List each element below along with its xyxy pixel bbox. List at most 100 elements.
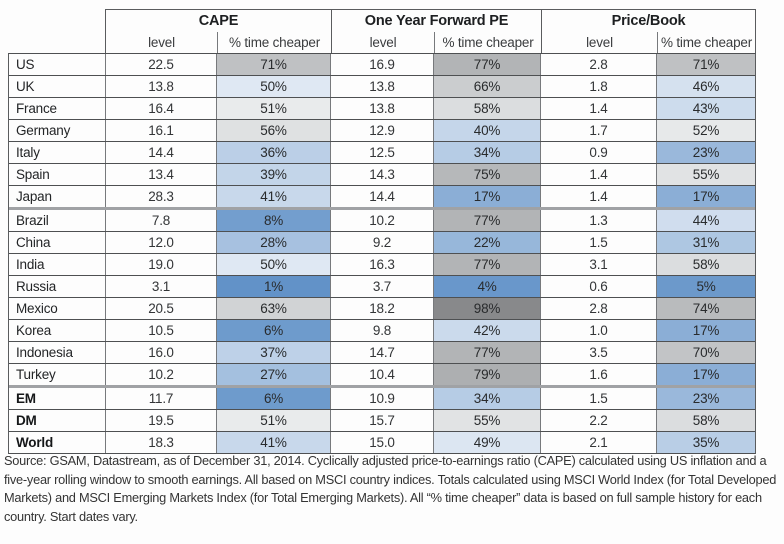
fwd-level-cell: 9.2 <box>330 232 433 253</box>
cape-level-cell: 11.7 <box>105 388 216 409</box>
table-row: Japan 28.3 41% 14.4 17% 1.4 17% <box>9 186 755 210</box>
fwd-pct-cell: 98% <box>433 298 540 319</box>
pb-level-cell: 2.2 <box>540 410 656 431</box>
country-cell: Germany <box>16 123 71 138</box>
cape-pct-cell: 63% <box>216 298 330 319</box>
country-cell: DM <box>16 413 37 428</box>
cape-pct-cell: 51% <box>216 410 330 431</box>
country-cell: Japan <box>16 189 52 204</box>
cape-level-cell: 20.5 <box>105 298 216 319</box>
fwd-pct-cell: 75% <box>433 164 540 185</box>
cape-pct-cell: 50% <box>216 254 330 275</box>
table-row: US 22.5 71% 16.9 77% 2.8 71% <box>9 54 755 76</box>
fwd-pct-cell: 77% <box>433 254 540 275</box>
country-cell: Spain <box>16 167 50 182</box>
fwd-pct-cell: 79% <box>433 364 540 385</box>
cape-pct-cell: 41% <box>216 186 330 207</box>
pb-pct-cell: 44% <box>656 210 755 231</box>
fwd-level-cell: 10.2 <box>330 210 433 231</box>
source-note: Source: GSAM, Datastream, as of December… <box>4 453 777 524</box>
pb-pct-cell: 31% <box>656 232 755 253</box>
fwd-pct-cell: 66% <box>433 76 540 97</box>
cape-pct-cell: 39% <box>216 164 330 185</box>
table-row: India 19.0 50% 16.3 77% 3.1 58% <box>9 254 755 276</box>
fwd-pct-cell: 77% <box>433 54 540 75</box>
table-row: DM 19.5 51% 15.7 55% 2.2 58% <box>9 410 755 432</box>
valuation-table: CAPE One Year Forward PE Price/Book leve… <box>8 9 756 454</box>
pb-level-cell: 2.8 <box>540 54 656 75</box>
country-cell: UK <box>16 79 35 94</box>
fwd-level-cell: 10.9 <box>330 388 433 409</box>
pb-level-cell: 2.8 <box>540 298 656 319</box>
country-cell: India <box>16 257 45 272</box>
country-cell: France <box>16 101 57 116</box>
fwd-level-cell: 13.8 <box>330 98 433 119</box>
column-group-cape: CAPE <box>198 13 239 29</box>
country-cell: US <box>16 57 35 72</box>
fwd-level-cell: 9.8 <box>330 320 433 341</box>
table-header: CAPE One Year Forward PE Price/Book leve… <box>105 9 756 53</box>
cape-level-cell: 19.0 <box>105 254 216 275</box>
fwd-pct-cell: 34% <box>433 142 540 163</box>
pb-pct-cell: 46% <box>656 76 755 97</box>
country-cell: Brazil <box>16 213 49 228</box>
pb-level-cell: 3.1 <box>540 254 656 275</box>
cape-pct-cell: 36% <box>216 142 330 163</box>
table-row: Indonesia 16.0 37% 14.7 77% 3.5 70% <box>9 342 755 364</box>
pb-level-cell: 2.1 <box>540 432 656 453</box>
fwd-level-cell: 15.7 <box>330 410 433 431</box>
pb-level-cell: 1.4 <box>540 186 656 207</box>
pb-level-cell: 1.8 <box>540 76 656 97</box>
pb-pct-cell: 17% <box>656 320 755 341</box>
pb-pct-cell: 17% <box>656 186 755 207</box>
subheader-fwd-level: level <box>331 32 434 53</box>
table-row: Brazil 7.8 8% 10.2 77% 1.3 44% <box>9 210 755 232</box>
pb-level-cell: 3.5 <box>540 342 656 363</box>
country-cell: Korea <box>16 323 52 338</box>
pb-pct-cell: 52% <box>656 120 755 141</box>
pb-pct-cell: 70% <box>656 342 755 363</box>
cape-pct-cell: 1% <box>216 276 330 297</box>
subheader-pb-level: level <box>541 32 657 53</box>
pb-level-cell: 1.4 <box>540 98 656 119</box>
fwd-pct-cell: 77% <box>433 210 540 231</box>
country-cell: Indonesia <box>16 345 73 360</box>
pb-level-cell: 1.3 <box>540 210 656 231</box>
pb-pct-cell: 71% <box>656 54 755 75</box>
pb-level-cell: 1.0 <box>540 320 656 341</box>
table-row: UK 13.8 50% 13.8 66% 1.8 46% <box>9 76 755 98</box>
country-cell: China <box>16 235 51 250</box>
pb-pct-cell: 23% <box>656 388 755 409</box>
table-row: Russia 3.1 1% 3.7 4% 0.6 5% <box>9 276 755 298</box>
cape-level-cell: 16.0 <box>105 342 216 363</box>
pb-pct-cell: 58% <box>656 410 755 431</box>
pb-level-cell: 0.9 <box>540 142 656 163</box>
cape-pct-cell: 56% <box>216 120 330 141</box>
country-cell: Mexico <box>16 301 58 316</box>
pb-level-cell: 1.6 <box>540 364 656 385</box>
fwd-level-cell: 14.4 <box>330 186 433 207</box>
table-row: EM 11.7 6% 10.9 34% 1.5 23% <box>9 388 755 410</box>
fwd-pct-cell: 77% <box>433 342 540 363</box>
table-row: Korea 10.5 6% 9.8 42% 1.0 17% <box>9 320 755 342</box>
subheader-row: level % time cheaper level % time cheape… <box>106 32 755 53</box>
table-row: Spain 13.4 39% 14.3 75% 1.4 55% <box>9 164 755 186</box>
cape-level-cell: 3.1 <box>105 276 216 297</box>
country-cell: Russia <box>16 279 57 294</box>
fwd-pct-cell: 22% <box>433 232 540 253</box>
fwd-level-cell: 12.5 <box>330 142 433 163</box>
country-cell: World <box>16 435 53 450</box>
fwd-level-cell: 10.4 <box>330 364 433 385</box>
cape-pct-cell: 50% <box>216 76 330 97</box>
table-body: US 22.5 71% 16.9 77% 2.8 71% UK 13.8 50%… <box>8 53 756 454</box>
pb-level-cell: 1.4 <box>540 164 656 185</box>
fwd-pct-cell: 34% <box>433 388 540 409</box>
cape-pct-cell: 6% <box>216 320 330 341</box>
pb-pct-cell: 58% <box>656 254 755 275</box>
fwd-level-cell: 16.9 <box>330 54 433 75</box>
cape-level-cell: 12.0 <box>105 232 216 253</box>
country-cell: Italy <box>16 145 40 160</box>
cape-level-cell: 16.4 <box>105 98 216 119</box>
subheader-fwd-pct: % time cheaper <box>434 32 541 53</box>
pb-level-cell: 1.5 <box>540 388 656 409</box>
